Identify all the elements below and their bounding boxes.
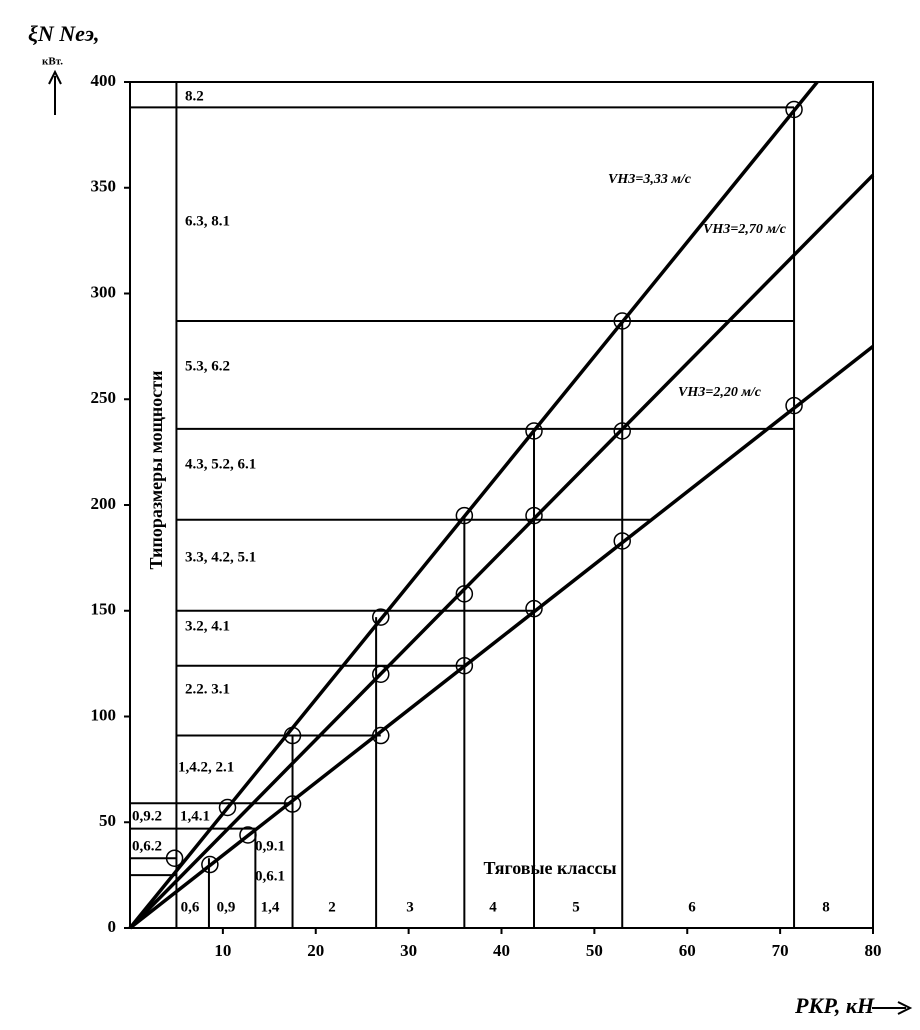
x-tick-label: 40 bbox=[493, 941, 510, 960]
x-tick-label: 10 bbox=[214, 941, 231, 960]
point-marker bbox=[283, 726, 302, 745]
power-sizes-title: Типоразмеры мощности bbox=[146, 371, 166, 570]
point-marker bbox=[785, 100, 803, 119]
power-size-label: 1,4.2, 2.1 bbox=[178, 759, 234, 775]
x-tick-label: 70 bbox=[772, 941, 789, 960]
power-size-label: 2.2. 3.1 bbox=[185, 681, 230, 697]
power-size-label: 4.3, 5.2, 6.1 bbox=[185, 456, 256, 472]
power-size-label: 1,4.1 bbox=[180, 808, 210, 824]
y-arrow-head bbox=[48, 69, 62, 85]
point-marker bbox=[372, 726, 390, 745]
class-label: 3 bbox=[406, 899, 414, 915]
y-tick-label: 0 bbox=[108, 917, 117, 936]
point-marker bbox=[165, 849, 184, 867]
power-size-label: 3.3, 4.2, 5.1 bbox=[185, 549, 256, 565]
power-size-label: 5.3, 6.2 bbox=[185, 358, 230, 374]
point-marker bbox=[525, 506, 543, 525]
x-tick-label: 50 bbox=[586, 941, 603, 960]
y-axis-unit: кВт. bbox=[42, 56, 63, 68]
power-size-label: 3.2, 4.1 bbox=[185, 618, 230, 634]
y-tick-label: 250 bbox=[91, 388, 117, 407]
y-tick-label: 200 bbox=[91, 494, 117, 513]
classes-title: Тяговые классы bbox=[483, 858, 616, 878]
power-line bbox=[128, 173, 875, 930]
y-tick-label: 100 bbox=[91, 705, 117, 724]
power-size-label: 8.2 bbox=[185, 88, 204, 104]
point-marker bbox=[613, 422, 631, 440]
point-marker bbox=[218, 798, 237, 817]
y-axis-title: ξN Nеэ, bbox=[28, 21, 100, 46]
line-label: VНЗ=2,70 м/с bbox=[703, 222, 787, 237]
point-marker bbox=[455, 585, 474, 603]
line-label: VНЗ=3,33 м/с bbox=[608, 172, 692, 187]
class-label: 6 bbox=[688, 899, 696, 915]
x-tick-label: 80 bbox=[865, 941, 882, 960]
class-label: 1,4 bbox=[261, 899, 280, 915]
line-label: VНЗ=2,20 м/с bbox=[678, 385, 762, 400]
class-label: 0,6 bbox=[181, 899, 200, 915]
point-marker bbox=[239, 826, 257, 844]
class-label: 0,9 bbox=[217, 899, 236, 915]
power-size-label: 0,6.2 bbox=[132, 838, 162, 854]
plot-frame bbox=[129, 81, 874, 929]
y-tick-label: 150 bbox=[91, 600, 117, 619]
x-axis-title: PКР, кН bbox=[794, 993, 875, 1018]
power-size-label: 0,6.1 bbox=[255, 868, 285, 884]
point-marker bbox=[372, 608, 390, 626]
class-label: 8 bbox=[822, 899, 830, 915]
point-marker bbox=[283, 795, 302, 813]
x-arrow-head bbox=[897, 1001, 913, 1015]
y-tick-label: 400 bbox=[91, 71, 117, 90]
y-tick-label: 350 bbox=[91, 177, 117, 196]
point-marker bbox=[455, 506, 474, 525]
power-size-label: 0,9.1 bbox=[255, 838, 285, 854]
point-marker bbox=[525, 599, 543, 618]
power-line bbox=[128, 344, 875, 930]
x-tick-label: 20 bbox=[307, 941, 324, 960]
class-label: 5 bbox=[572, 899, 580, 915]
point-marker bbox=[785, 396, 803, 415]
point-marker bbox=[613, 312, 631, 330]
point-marker bbox=[525, 422, 543, 440]
power-line bbox=[128, 80, 819, 930]
power-size-label: 6.3, 8.1 bbox=[185, 213, 230, 229]
class-label: 2 bbox=[328, 899, 336, 915]
power-size-label: 0,9.2 bbox=[132, 808, 162, 824]
x-tick-label: 60 bbox=[679, 941, 696, 960]
point-marker bbox=[455, 656, 474, 675]
y-tick-label: 50 bbox=[99, 811, 116, 830]
point-marker bbox=[201, 855, 219, 874]
class-label: 4 bbox=[489, 899, 497, 915]
y-tick-label: 300 bbox=[91, 282, 117, 301]
point-marker bbox=[372, 665, 390, 683]
x-tick-label: 30 bbox=[400, 941, 417, 960]
point-marker bbox=[613, 532, 631, 550]
